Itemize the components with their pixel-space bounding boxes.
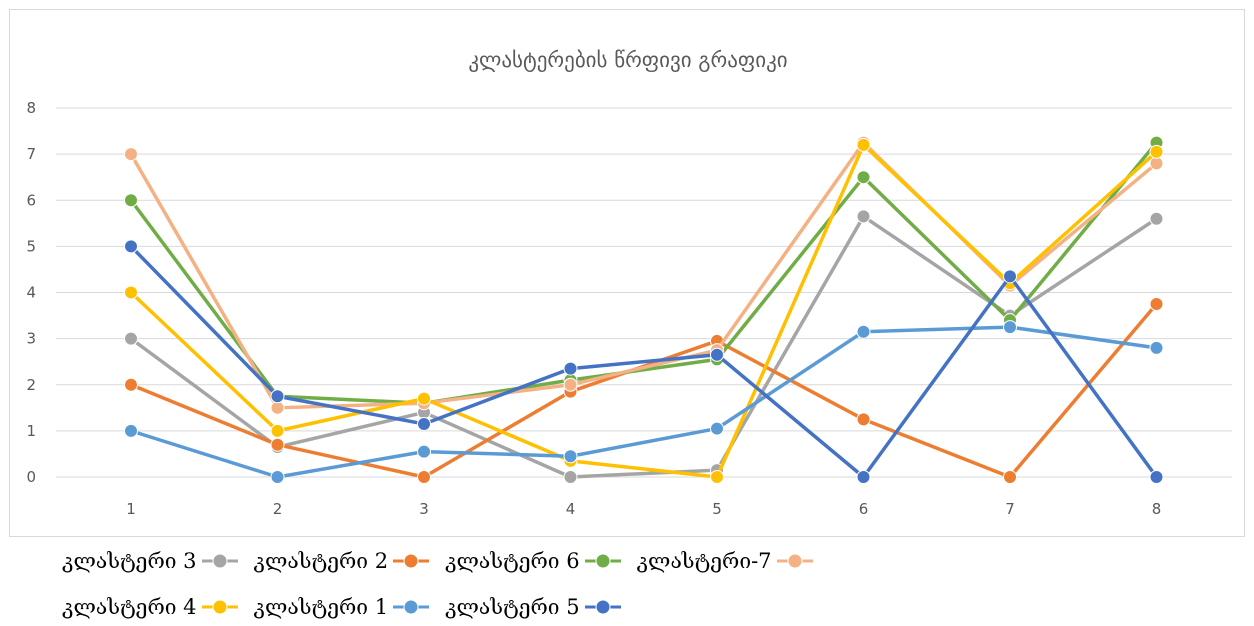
legend-swatch bbox=[393, 553, 430, 569]
x-tick-label: 2 bbox=[273, 500, 283, 518]
y-tick-label: 6 bbox=[26, 191, 36, 209]
legend-item: კლასტერი 5 bbox=[445, 595, 623, 619]
data-point bbox=[1149, 470, 1164, 484]
chart-title: კლასტერების წრფივი გრაფიკი bbox=[468, 48, 787, 72]
legend-label: კლასტერი 4 bbox=[62, 595, 197, 619]
y-tick-label: 1 bbox=[26, 422, 36, 440]
legend-item: კლასტერი 2 bbox=[254, 549, 432, 573]
y-tick-label: 8 bbox=[26, 99, 36, 117]
data-point bbox=[710, 347, 724, 362]
line-chart: კლასტერების წრფივი გრაფიკი 0 1 2 3 4 5 6 7 8 1 2 3 4 5… bbox=[26, 48, 1232, 518]
data-point bbox=[124, 423, 138, 438]
data-point bbox=[856, 137, 871, 152]
legend-item: კლასტერი 6 bbox=[445, 549, 623, 573]
y-tick-label: 7 bbox=[26, 145, 36, 163]
legend-row: კლასტერი 3 კლასტერი 2 კლასტერი 6 კლასტერი-7 bbox=[62, 544, 829, 578]
series-line bbox=[130, 325, 1157, 479]
data-point bbox=[1003, 470, 1017, 484]
legend-row: კლასტერი 4 კლასტერი 1 კლასტერი 5 bbox=[62, 590, 637, 624]
data-point bbox=[124, 377, 138, 392]
legend-label: კლასტერი 1 bbox=[253, 595, 389, 619]
series-line bbox=[129, 245, 1158, 479]
data-point bbox=[563, 377, 578, 392]
data-point bbox=[1149, 144, 1164, 159]
series-line bbox=[130, 302, 1158, 479]
data-point bbox=[417, 391, 431, 406]
series-line bbox=[129, 141, 1158, 405]
y-tick-label: 5 bbox=[26, 237, 36, 255]
data-point bbox=[270, 470, 285, 484]
data-point bbox=[270, 423, 285, 438]
data-point bbox=[710, 470, 724, 484]
data-point bbox=[270, 437, 285, 452]
legend-item: კლასტერი 1 bbox=[254, 595, 432, 619]
data-point bbox=[1149, 340, 1164, 355]
series-line bbox=[129, 143, 1158, 479]
y-tick-label: 0 bbox=[26, 468, 36, 486]
data-point bbox=[1003, 269, 1017, 284]
y-tick-label: 3 bbox=[26, 330, 36, 348]
x-tick-label: 1 bbox=[126, 500, 136, 518]
x-tick-label: 5 bbox=[712, 500, 722, 518]
x-tick-label: 3 bbox=[419, 500, 429, 518]
legend-swatch bbox=[201, 599, 238, 615]
data-point bbox=[124, 239, 138, 254]
legend-label: კლასტერი-7 bbox=[636, 549, 772, 573]
legend-swatch bbox=[584, 599, 621, 615]
legend-label: კლასტერი 2 bbox=[253, 549, 389, 573]
data-point bbox=[1149, 297, 1164, 312]
data-point bbox=[1149, 211, 1164, 226]
data-point bbox=[124, 285, 138, 300]
data-point bbox=[124, 147, 138, 162]
data-point bbox=[856, 470, 871, 484]
legend-item: კლასტერი 4 bbox=[62, 595, 240, 619]
data-point bbox=[856, 170, 871, 185]
data-point bbox=[417, 470, 431, 484]
legend-label: კლასტერი 3 bbox=[62, 549, 197, 573]
legend-item: კლასტერი 3 bbox=[62, 549, 240, 573]
data-point bbox=[856, 209, 871, 224]
y-tick-label: 2 bbox=[26, 376, 36, 394]
data-point bbox=[563, 361, 578, 376]
data-point bbox=[270, 389, 285, 404]
legend-swatch bbox=[393, 599, 430, 615]
data-point bbox=[856, 412, 871, 427]
legend-label: კლასტერი 5 bbox=[445, 595, 580, 619]
x-tick-label: 7 bbox=[1005, 500, 1015, 518]
x-tick-label: 4 bbox=[566, 500, 576, 518]
chart-area: კლასტერების წრფივი გრაფიკი 0 1 2 3 4 5 6 7 8 1 2 3 4 5… bbox=[9, 9, 1245, 537]
y-tick-label: 4 bbox=[26, 284, 36, 302]
series-line bbox=[129, 214, 1158, 479]
x-tick-label: 8 bbox=[1152, 500, 1162, 518]
legend-swatch bbox=[201, 553, 238, 569]
legend-swatch bbox=[584, 553, 621, 569]
data-point bbox=[856, 324, 871, 339]
x-tick-label: 6 bbox=[859, 500, 869, 518]
data-point bbox=[563, 470, 578, 484]
data-point bbox=[417, 444, 431, 459]
data-point bbox=[124, 193, 138, 208]
legend-swatch bbox=[776, 553, 813, 569]
legend-item: კლასტერი-7 bbox=[637, 549, 815, 573]
data-point bbox=[417, 416, 431, 431]
data-point bbox=[124, 331, 138, 346]
data-point bbox=[1003, 320, 1017, 335]
data-point bbox=[710, 421, 724, 436]
data-point bbox=[563, 449, 578, 464]
legend-label: კლასტერი 6 bbox=[445, 549, 580, 573]
